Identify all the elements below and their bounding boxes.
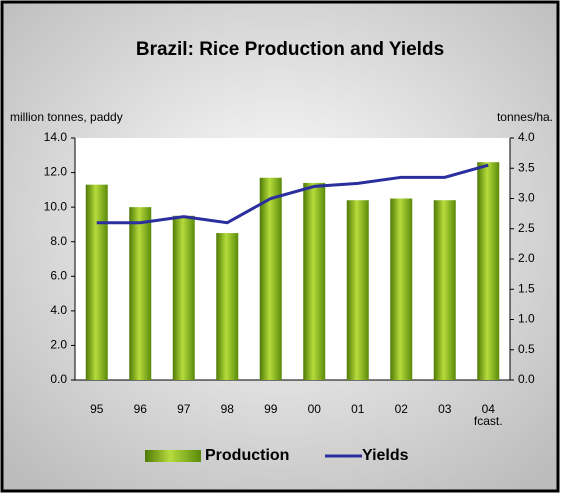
y2-tick-label: 0.5 (518, 342, 535, 356)
bar (216, 233, 239, 380)
x-tick-label: 03 (438, 402, 452, 416)
bar (129, 207, 152, 380)
y-tick-label: 8.0 (50, 234, 67, 248)
bar (477, 162, 500, 380)
y2-axis-label: tonnes/ha. (497, 110, 553, 124)
y2-tick-label: 0.0 (518, 372, 535, 386)
x-tick-label: 97 (177, 402, 191, 416)
bar (346, 200, 369, 380)
y-tick-label: 12.0 (44, 165, 68, 179)
x-tick-label: 98 (221, 402, 235, 416)
x-tick-label: 96 (134, 402, 148, 416)
x-tick-label: 95 (90, 402, 104, 416)
line (96, 163, 489, 225)
x-tick-label: 99 (264, 402, 278, 416)
y2-tick-label: 1.0 (518, 312, 535, 326)
y-tick-label: 4.0 (50, 303, 67, 317)
x-tick-label: 00 (308, 402, 322, 416)
chart-title: Brazil: Rice Production and Yields (136, 39, 444, 60)
y2-tick-label: 1.5 (518, 281, 535, 295)
legend-label: Yields (362, 447, 409, 464)
y-tick-label: 2.0 (50, 338, 67, 352)
bar (390, 198, 413, 380)
x-tick-label: 01 (351, 402, 365, 416)
y-tick-label: 14.0 (44, 130, 68, 144)
bar (433, 200, 456, 380)
legend-swatch (145, 450, 201, 462)
y2-tick-label: 3.0 (518, 191, 535, 205)
y2-tick-label: 2.5 (518, 221, 535, 235)
y-tick-label: 6.0 (50, 268, 67, 282)
y2-tick-label: 4.0 (518, 130, 535, 144)
y2-tick-label: 3.5 (518, 160, 535, 174)
bar (172, 215, 195, 380)
legend-label: Production (205, 447, 289, 464)
bar (303, 182, 326, 380)
bar (259, 177, 282, 380)
y-axis-label: million tonnes, paddy (10, 110, 123, 124)
bar (85, 184, 108, 380)
x-tick-label: 04 fcast. (474, 402, 503, 428)
x-tick-label: 02 (395, 402, 409, 416)
y2-tick-label: 2.0 (518, 251, 535, 265)
y-tick-label: 10.0 (44, 199, 68, 213)
y-tick-label: 0.0 (50, 372, 67, 386)
